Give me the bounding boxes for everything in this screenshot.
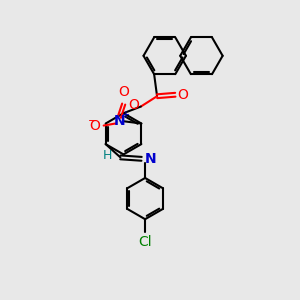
- Text: O: O: [89, 118, 100, 133]
- Text: O: O: [118, 85, 129, 99]
- Text: H: H: [103, 149, 112, 162]
- Text: Cl: Cl: [138, 235, 152, 248]
- Text: O: O: [178, 88, 189, 102]
- Text: −: −: [88, 116, 98, 126]
- Text: N: N: [145, 152, 157, 166]
- Text: N: N: [113, 114, 125, 128]
- Text: +: +: [122, 110, 129, 120]
- Text: O: O: [128, 98, 139, 112]
